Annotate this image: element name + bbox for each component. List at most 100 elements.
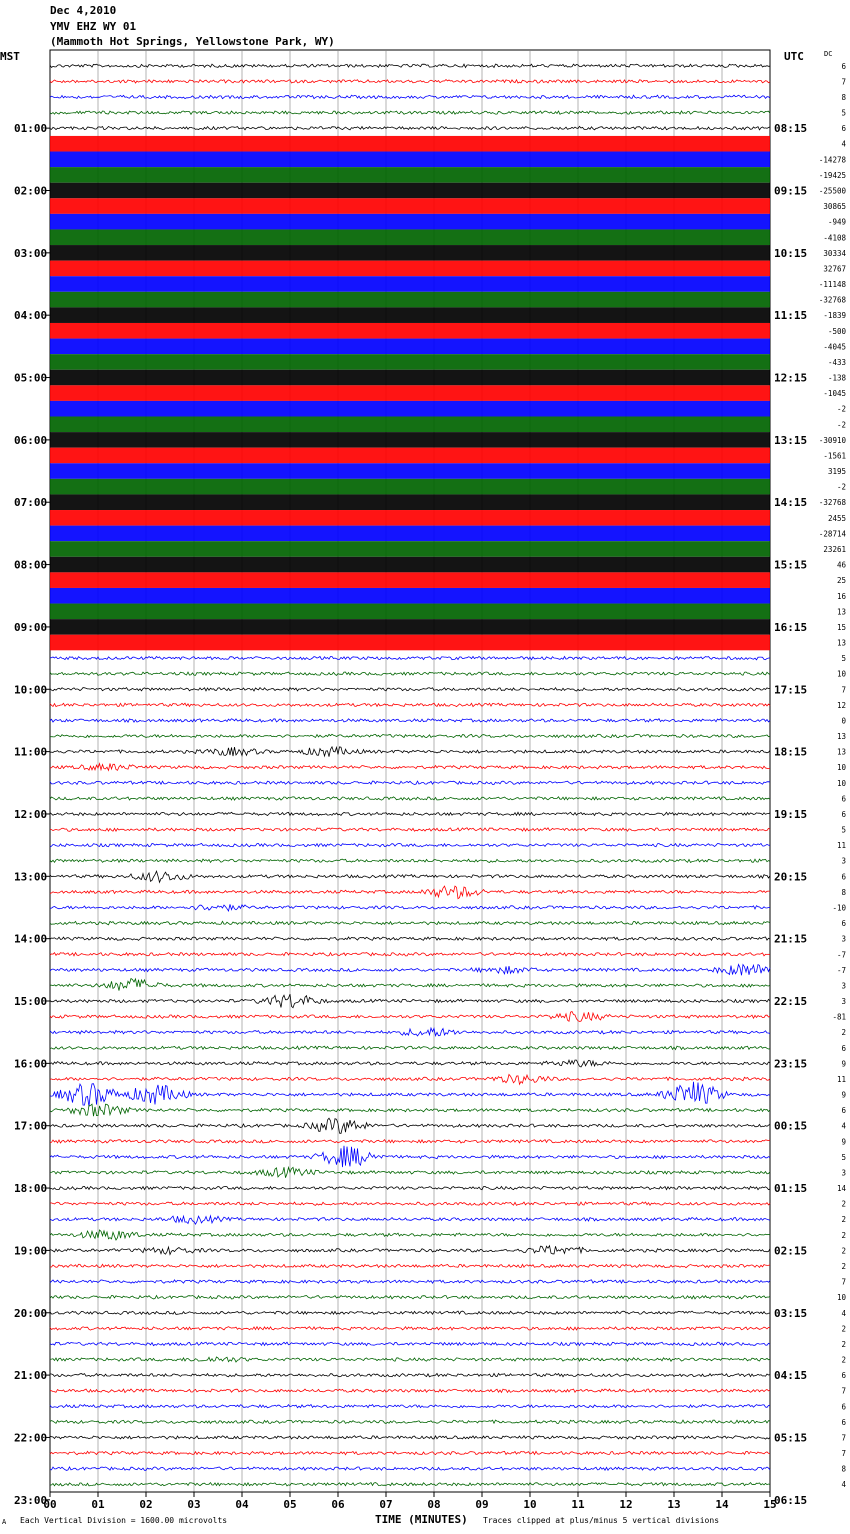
trace-green	[49, 110, 771, 116]
dc-offset-value: 10	[837, 1293, 847, 1302]
dc-offset-value: -433	[828, 358, 846, 367]
clipped-trace-band	[50, 556, 770, 573]
dc-offset-value: 2455	[828, 514, 846, 523]
dc-offset-value: -11148	[819, 280, 847, 289]
dc-offset-value: 5	[841, 826, 846, 835]
dc-offset-value: 2	[841, 1028, 846, 1037]
dc-offset-value: 3	[841, 981, 846, 990]
right-hour-label: 16:15	[774, 621, 807, 634]
dc-offset-value: -19425	[819, 171, 846, 180]
left-hour-label: 21:00	[14, 1369, 47, 1382]
x-tick-label: 07	[379, 1498, 392, 1511]
dc-offset-value: 32767	[823, 264, 846, 273]
dc-offset-value: 13	[837, 607, 846, 616]
trace-green	[49, 1419, 771, 1425]
right-hour-label: 21:15	[774, 933, 807, 946]
trace-black	[49, 936, 771, 942]
dc-offset-value: 46	[837, 561, 847, 570]
trace-blue	[49, 1466, 771, 1472]
right-hour-label: 13:15	[774, 434, 807, 447]
chart-date: Dec 4,2010	[50, 4, 117, 17]
trace-green	[49, 1045, 771, 1051]
right-hour-label: 12:15	[774, 372, 807, 385]
right-hour-label: 00:15	[774, 1120, 807, 1133]
trace-blue	[49, 1403, 771, 1409]
dc-offset-value: 4	[841, 1309, 846, 1318]
trace-blue	[49, 1279, 771, 1284]
trace-red	[49, 1388, 771, 1394]
dc-offset-value: 2	[841, 1231, 846, 1240]
trace-blue	[49, 1145, 771, 1168]
dc-offset-value: 6	[841, 1044, 846, 1053]
trace-blue	[49, 842, 771, 848]
dc-offset-value: -7	[837, 966, 846, 975]
left-hour-label: 16:00	[14, 1057, 47, 1070]
clipped-trace-band	[50, 322, 770, 339]
right-hour-label: 15:15	[774, 559, 807, 572]
dc-offset-value: -1045	[823, 389, 846, 398]
dc-offset-value: -1839	[823, 311, 846, 320]
dc-offset-value: 6	[841, 1371, 846, 1380]
dc-offset-value: 5	[841, 1153, 846, 1162]
trace-blue	[49, 1341, 771, 1347]
dc-offset-value: -30910	[819, 436, 847, 445]
clipped-trace-band	[50, 432, 770, 448]
left-hour-label: 12:00	[14, 808, 47, 821]
clipped-trace-band	[50, 135, 770, 152]
dc-offset-value: -138	[828, 374, 847, 383]
dc-offset-value: 8	[841, 93, 846, 102]
dc-offset-value: 0	[841, 716, 846, 725]
x-tick-label: 12	[619, 1498, 632, 1511]
dc-offset-value: 25	[837, 576, 846, 585]
clipped-trace-band	[50, 198, 770, 214]
clipped-trace-band	[50, 416, 770, 433]
right-hour-label: 20:15	[774, 870, 807, 883]
left-hour-label: 05:00	[14, 372, 47, 385]
clipped-trace-band	[50, 167, 770, 183]
x-tick-label: 04	[235, 1498, 249, 1511]
right-hour-label: 05:15	[774, 1431, 807, 1444]
dc-offset-value: 4	[841, 1122, 846, 1131]
dc-offset-value: 12	[837, 701, 846, 710]
left-hour-label: 22:00	[14, 1431, 47, 1444]
left-hour-label: 20:00	[14, 1307, 47, 1320]
clipped-trace-band	[50, 510, 770, 526]
dc-offset-value: 2	[841, 1324, 846, 1333]
dc-offset-value: 3	[841, 857, 846, 866]
dc-offset-value: 2	[841, 1340, 846, 1349]
trace-black	[49, 811, 771, 817]
trace-black	[49, 1185, 771, 1191]
dc-offset-value: 13	[837, 732, 846, 741]
dc-offset-value: 14	[837, 1184, 847, 1193]
clipped-trace-band	[50, 182, 770, 199]
left-hour-label: 17:00	[14, 1120, 47, 1133]
left-hour-label: 08:00	[14, 559, 47, 572]
trace-blue	[49, 963, 771, 976]
x-tick-label: 02	[139, 1498, 152, 1511]
trace-blue	[49, 718, 771, 724]
right-hour-label: 19:15	[774, 808, 807, 821]
trace-blue	[49, 780, 771, 786]
clip-note: Traces clipped at plus/minus 5 vertical …	[483, 1516, 720, 1525]
left-hour-label: 04:00	[14, 309, 47, 322]
dc-offset-value: 3	[841, 1168, 846, 1177]
clipped-trace-band	[50, 400, 770, 417]
trace-blue	[49, 94, 771, 100]
dc-offset-value: 30865	[823, 202, 846, 211]
right-timezone: UTC	[784, 50, 804, 63]
dc-offset-value: 6	[841, 794, 846, 803]
dc-offset-value: 7	[841, 1449, 846, 1458]
trace-green	[50, 977, 771, 991]
trace-green	[49, 733, 771, 739]
dc-offset-value: 3195	[828, 467, 846, 476]
dc-offset-value: 10	[837, 670, 847, 679]
left-hour-label: 10:00	[14, 683, 47, 696]
dc-offset-value: 6	[841, 810, 846, 819]
dc-offset-value: 3	[841, 935, 846, 944]
trace-green	[49, 1294, 771, 1300]
right-hour-label: 22:15	[774, 995, 807, 1008]
dc-offset-value: 11	[837, 841, 846, 850]
clipped-trace-band	[50, 541, 770, 557]
trace-red	[49, 702, 771, 708]
x-tick-label: 00	[43, 1498, 56, 1511]
